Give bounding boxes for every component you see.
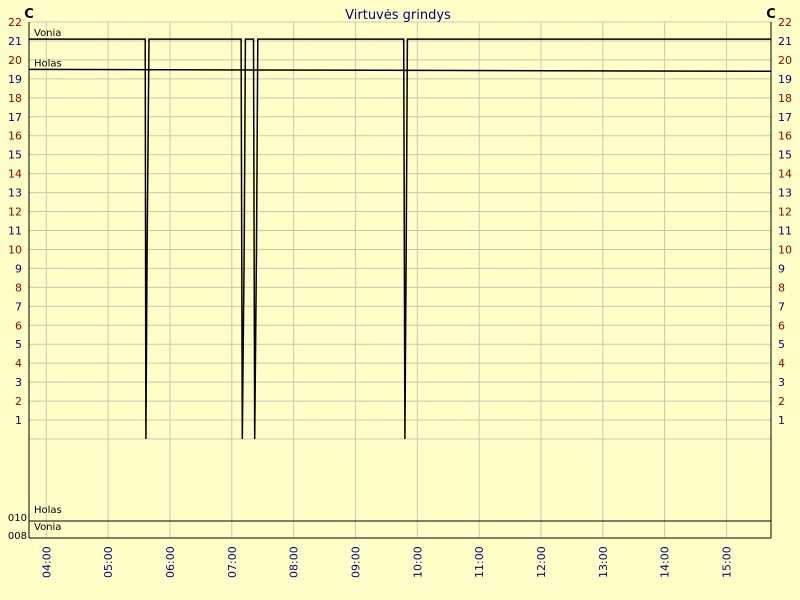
y-tick-label-right: 7 [778, 300, 785, 313]
lower-label-top: Holas [34, 505, 62, 516]
x-ticks: 04:00 05:00 06:00 07:00 08:00 09:00 10:00 11:00… [40, 546, 733, 578]
y-tick-label-left: 15 [8, 149, 22, 162]
y-tick-label-left: 11 [8, 225, 22, 238]
y-tick-label-right: 22 [778, 16, 792, 29]
y-tick-label-left: 7 [15, 300, 22, 313]
y-tick-label-right: 18 [778, 92, 792, 105]
series-line-holas [28, 68, 772, 73]
y-tick-label-right: 15 [778, 149, 792, 162]
y-tick-label-left: 10 [8, 243, 22, 256]
lower-tick-upper: 010 [8, 513, 27, 524]
y-tick-label-right: 13 [778, 187, 792, 200]
y-tick-label-right: 9 [778, 262, 785, 275]
lower-tick-lower: 008 [8, 531, 27, 542]
y-tick-label-right: 19 [778, 73, 792, 86]
x-tick-label: 08:00 [288, 546, 301, 578]
y-tick-label-right: 17 [778, 111, 792, 124]
lower-panel: Holas Vonia 010 008 [8, 505, 62, 542]
y-tick-label-left: 13 [8, 187, 22, 200]
y-tick-label-left: 17 [8, 111, 22, 124]
y-tick-label-right: 21 [778, 35, 792, 48]
y-tick-label-right: 14 [778, 168, 792, 181]
y-tick-label-right: 16 [778, 130, 792, 143]
left-unit-label: C [24, 7, 34, 22]
lower-label-bottom: Vonia [34, 522, 61, 533]
y-tick-label-right: 20 [778, 54, 792, 67]
x-tick-label: 12:00 [535, 546, 548, 578]
y-tick-label-left: 1 [15, 414, 22, 427]
right-unit-label: C [766, 7, 776, 22]
y-tick-label-left: 2 [15, 395, 22, 408]
y-tick-label-left: 21 [8, 35, 22, 48]
y-tick-label-left: 22 [8, 16, 22, 29]
series-layer [28, 38, 772, 440]
y-tick-label-left: 20 [8, 54, 22, 67]
y-tick-label-right: 5 [778, 338, 785, 351]
y-tick-label-right: 2 [778, 395, 785, 408]
x-tick-label: 05:00 [102, 546, 115, 578]
y-tick-label-left: 16 [8, 130, 22, 143]
x-tick-label: 04:00 [40, 546, 53, 578]
y-tick-label-right: 4 [778, 357, 785, 370]
y-tick-label-right: 12 [778, 206, 792, 219]
y-tick-label-left: 12 [8, 206, 22, 219]
y-tick-label-right: 1 [778, 414, 785, 427]
y-tick-label-left: 8 [15, 281, 22, 294]
y-tick-label-right: 6 [778, 319, 785, 332]
y-tick-label-right: 10 [778, 243, 792, 256]
series-label-vonia: Vonia [34, 28, 61, 39]
y-tick-label-left: 6 [15, 319, 22, 332]
grid [29, 21, 771, 538]
series-line-labels: Vonia Holas [34, 28, 62, 69]
x-tick-label: 14:00 [659, 546, 672, 578]
x-tick-label: 09:00 [349, 546, 362, 578]
plot-frame [28, 22, 772, 539]
y-tick-label-right: 3 [778, 376, 785, 389]
x-tick-label: 15:00 [720, 546, 733, 578]
x-tick-label: 06:00 [164, 546, 177, 578]
y-tick-label-left: 14 [8, 168, 22, 181]
y-tick-label-left: 4 [15, 357, 22, 370]
x-tick-label: 07:00 [226, 546, 239, 578]
y-tick-label-right: 8 [778, 281, 785, 294]
y-tick-label-left: 18 [8, 92, 22, 105]
x-tick-label: 13:00 [597, 546, 610, 578]
series-label-holas: Holas [34, 58, 62, 69]
y-tick-label-left: 5 [15, 338, 22, 351]
series-line-vonia [29, 38, 771, 440]
x-tick-label: 10:00 [411, 546, 424, 578]
y-tick-label-left: 19 [8, 73, 22, 86]
y-tick-label-right: 11 [778, 225, 792, 238]
x-tick-label: 11:00 [473, 546, 486, 578]
chart-title: Virtuvės grindys [345, 8, 451, 23]
y-tick-label-left: 9 [15, 262, 22, 275]
y-tick-label-left: 3 [15, 376, 22, 389]
